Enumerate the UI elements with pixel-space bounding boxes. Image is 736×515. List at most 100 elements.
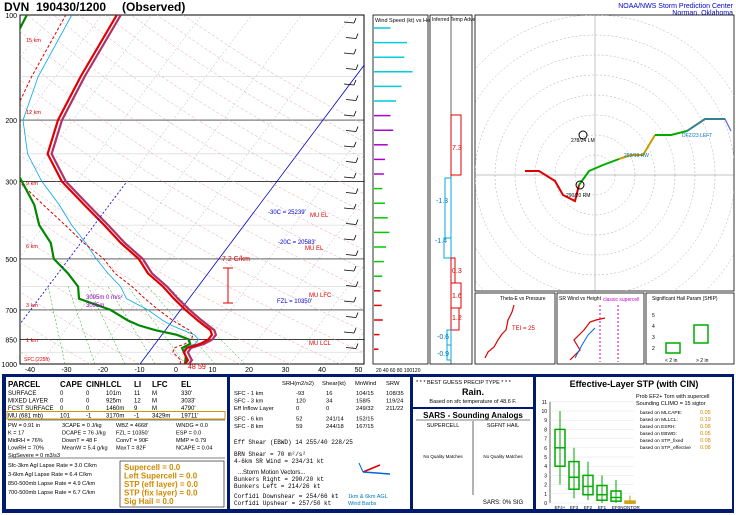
stp-ytick: 6 — [544, 446, 547, 452]
isotherm-m80 — [0, 15, 2, 364]
wind-barb — [345, 223, 357, 225]
shear-cell: 158/5 — [356, 399, 371, 405]
parcel-param: MaxT = 82F — [116, 446, 146, 452]
parcel-col-head: LCL — [106, 380, 122, 389]
ship-panel: Significant Hail Param (SHIP) 5 4 3 2 < … — [645, 292, 735, 365]
dewpoint-trace — [20, 15, 192, 364]
dry-adiabat — [20, 262, 191, 364]
composite-index: STP (fix layer) = 0.0 — [124, 489, 198, 498]
barb-6km-flag — [358, 462, 364, 473]
isotherm-30 — [289, 265, 364, 364]
parcel-cell: 12 — [134, 399, 141, 405]
ship-frame — [645, 292, 735, 365]
dry-adiabat — [105, 15, 364, 177]
height-3km: 3 km — [26, 303, 38, 309]
stp-row-label: based on STP_effective — [640, 445, 691, 451]
parcel-cell: 0 — [86, 399, 90, 405]
stp-category: NONTOR — [620, 505, 640, 510]
mixing-ratio-line — [67, 286, 96, 364]
hodograph-panel: 278/24 LM 290/20 RM 253/19 RW DFZ/23 LEF… — [474, 14, 735, 292]
stp-row-value: 0.05 — [700, 410, 711, 416]
stp-ytick: 0 — [544, 501, 547, 507]
ship-tick-5: 5 — [652, 313, 655, 319]
stp-category: EF3 — [570, 505, 579, 510]
parcel-cell: 0 — [60, 391, 64, 397]
parcel-param: ConvT = 90F — [116, 438, 149, 444]
shear-col-head: MnWind — [355, 381, 376, 387]
parcel-col-head: PARCEL — [8, 380, 40, 389]
stp-ytick: 1 — [544, 492, 547, 498]
shear-cell: SFC - 1 km — [234, 391, 263, 397]
isotherm-m10 — [89, 15, 352, 364]
wind-barb-flag — [355, 312, 359, 318]
parcel-param: SigSevere = 0 m3/s3 — [8, 453, 60, 459]
lapse-rate-row: 3-6km Agl Lapse Rate = 6.4 C/km — [8, 472, 92, 478]
wind-barb — [343, 207, 355, 210]
temp-tick: -20 — [98, 367, 108, 374]
stp-ytick: 3 — [544, 473, 547, 479]
shear-cell: 59 — [296, 424, 302, 430]
sars-match1: No Quality Matches — [423, 454, 463, 459]
wind-barb-flag — [355, 157, 359, 163]
shear-col-head: SRH(m2/s2) — [282, 381, 314, 387]
bunkers-left: Bunkers Left = 214/26 kt — [234, 483, 320, 490]
temp-adv-title: Inferred Temp Advection (C / hr) — [432, 17, 503, 23]
parcel-cell: 3033' — [181, 399, 196, 405]
composite-index: Sig Hail = 0.0 — [124, 497, 174, 506]
parcel-cell: 101 — [60, 414, 71, 420]
parcel-param: DownT = 48 F — [62, 438, 98, 444]
srwind-title: SR Wind vs Height — [559, 296, 602, 302]
shear-col-head: SRW — [386, 381, 400, 387]
height-sfc: SFC (225ft) — [24, 357, 50, 363]
isotherm-0 — [139, 64, 364, 364]
stp-row-value: 0.08 — [700, 424, 711, 430]
shear-cell: 0 — [296, 406, 299, 412]
wind-barb — [345, 347, 357, 349]
stp-title: Effective-Layer STP (with CIN) — [570, 379, 699, 389]
shear-cell: SFC - 6 km — [234, 417, 263, 423]
parcel-cell: 3170m — [106, 414, 124, 420]
skewt-frame — [19, 14, 365, 365]
stp-ytick: 7 — [544, 437, 547, 443]
shear-cell: 104/15 — [356, 391, 374, 397]
ship-title: Significant Hail Param (SHIP) — [652, 296, 718, 302]
wind-barb — [343, 269, 355, 272]
wind-barb-flag — [355, 64, 359, 70]
mixing-ratio-line — [147, 286, 216, 364]
precip-title: * * * BEST GUESS PRECIP TYPE * * * — [416, 380, 512, 386]
parcel-panel: PARCEL CAPE CINH LCL LI LFC EL SURFACE 0 0 101m 11… — [6, 377, 227, 509]
lapse-rate-row: Sfc-3km Agl Lapse Rate = 3.0 C/km — [8, 463, 97, 469]
adv-val-2: -1.3 — [436, 198, 448, 205]
adv-box-6 — [450, 307, 460, 331]
parcel-cell: 101m — [106, 391, 121, 397]
shear-cell: SFC - 8 km — [234, 424, 263, 430]
hodograph-segment — [578, 158, 620, 186]
thetae-trace — [484, 304, 515, 359]
shear-panel: SRH(m2/s2) Shear(kt) MnWind SRW SFC - 1 km -… — [230, 377, 410, 509]
temp-tick: 0 — [174, 367, 178, 374]
stp-row-label: based on STP_fixed — [640, 438, 684, 444]
wind-barb — [345, 68, 357, 70]
parcel-col-head: CINH — [86, 380, 106, 389]
height-6km: 6 km — [26, 244, 38, 250]
barb-caption1: 1km & 6km AGL — [348, 494, 388, 500]
stp-row-value: 0.08 — [700, 445, 711, 451]
temp-tick: 40 — [318, 367, 326, 374]
temp-tick: 10 — [209, 367, 217, 374]
composite-index: Left Supercell = 0.0 — [124, 472, 198, 481]
wind-barb-flag — [355, 33, 359, 39]
parcel-param: MeanW = 5.4 g/kg — [62, 446, 108, 452]
dry-adiabat — [20, 103, 364, 311]
wind-barb — [345, 161, 357, 163]
lapse-rate-row: 700-500mb Lapse Rate = 6.7 C/km — [8, 490, 96, 496]
wind-barb — [343, 83, 355, 86]
sfc-dwpt: 59 — [198, 364, 206, 371]
shear-cell: 52 — [296, 417, 302, 423]
stp-ytick: 11 — [542, 400, 547, 406]
wind-barb — [343, 52, 355, 55]
stp-row-value: 0.19 — [700, 417, 711, 423]
pressure-tick-500: 500 — [5, 257, 17, 264]
mu-lcl: MU LCL — [309, 341, 332, 347]
stp-line1: Prob EF2+ Torn with supercell — [636, 394, 709, 400]
sounding-datetime: 190430/1200 — [36, 0, 106, 14]
